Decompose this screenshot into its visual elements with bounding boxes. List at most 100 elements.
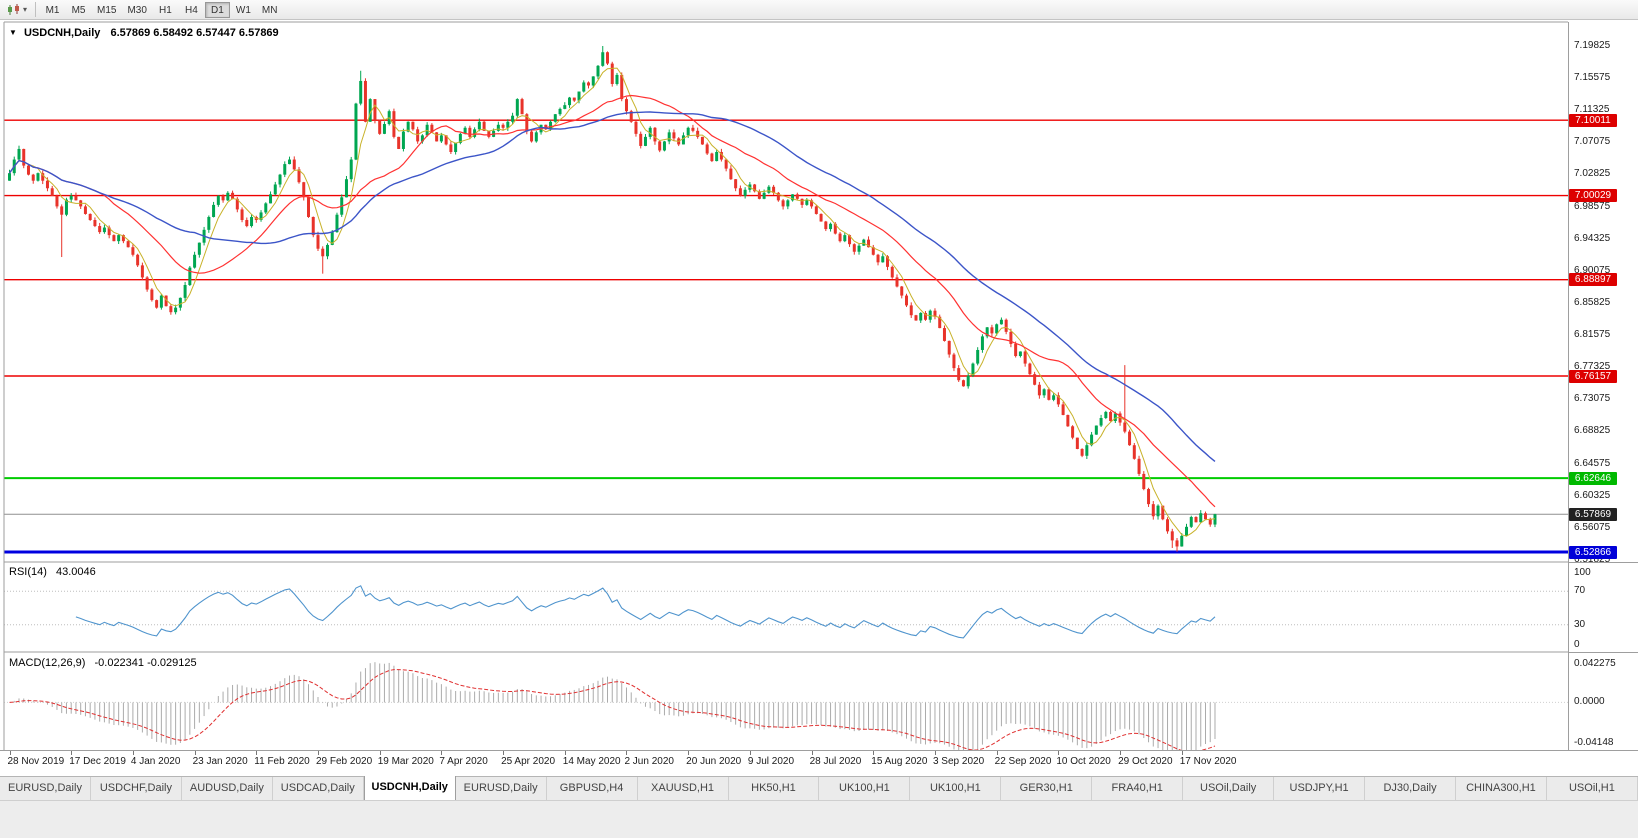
timeframe-button-d1[interactable]: D1 bbox=[204, 1, 230, 18]
time-axis-label: 17 Dec 2019 bbox=[69, 756, 126, 767]
rsi-pane-canvas[interactable] bbox=[4, 585, 1568, 639]
rsi-value: 43.0046 bbox=[55, 566, 96, 578]
tab-uk100-h1[interactable]: UK100,H1 bbox=[910, 777, 1002, 800]
price-level-tag: 6.62646 bbox=[1569, 471, 1617, 485]
time-axis-label: 11 Feb 2020 bbox=[254, 756, 310, 767]
tab-usoil-h1[interactable]: USOil,H1 bbox=[1547, 777, 1638, 800]
tab-usdchf-daily[interactable]: USDCHF,Daily bbox=[91, 777, 182, 800]
tab-fra40-h1[interactable]: FRA40,H1 bbox=[1092, 777, 1184, 800]
chart-ohlc: 6.57869 6.58492 6.57447 6.57869 bbox=[110, 27, 279, 39]
price-axis-label: 6.56075 bbox=[1574, 521, 1611, 533]
price-axis-label: 6.51825 bbox=[1574, 553, 1611, 565]
chart-header: ▼ USDCNH,Daily 6.57869 6.58492 6.57447 6… bbox=[9, 27, 279, 39]
tab-usdcad-daily[interactable]: USDCAD,Daily bbox=[273, 777, 364, 800]
rsi-axis-label: 70 bbox=[1574, 585, 1586, 597]
price-axis-label: 6.60325 bbox=[1574, 489, 1611, 501]
time-axis-label: 29 Feb 2020 bbox=[315, 756, 373, 767]
price-axis-label: 7.15575 bbox=[1574, 72, 1611, 84]
time-axis-tick bbox=[503, 751, 505, 755]
price-axis-label: 6.64575 bbox=[1574, 457, 1611, 469]
time-axis-tick bbox=[71, 751, 73, 755]
price-axis-label: 7.11325 bbox=[1574, 104, 1610, 116]
chart-collapse-icon[interactable]: ▼ bbox=[9, 28, 17, 37]
toolbar-dropdown-caret: ▾ bbox=[23, 5, 28, 14]
time-axis[interactable]: 28 Nov 2019 17 Dec 2019 4 Jan 2020 23 Jan 2… bbox=[0, 750, 1638, 776]
macd-axis-label: 0.042275 bbox=[1574, 658, 1616, 669]
tab-xauusd-h1[interactable]: XAUUSD,H1 bbox=[638, 777, 729, 800]
time-axis-label: 9 Jul 2020 bbox=[747, 756, 795, 767]
time-axis-label: 15 Aug 2020 bbox=[871, 756, 928, 767]
time-axis-label: 14 May 2020 bbox=[562, 756, 621, 767]
time-axis-tick bbox=[379, 751, 381, 755]
time-axis-label: 17 Nov 2020 bbox=[1179, 756, 1237, 767]
timeframe-button-w1[interactable]: W1 bbox=[235, 4, 251, 16]
horizontal-level-lines[interactable] bbox=[4, 119, 1568, 554]
macd-axis-label: -0.04148 bbox=[1574, 737, 1614, 748]
price-axis-label: 6.85825 bbox=[1574, 296, 1611, 308]
top-toolbar: ▾ M1 M5 M15 M30 H1 H4 D1 W1 MN bbox=[0, 0, 1638, 20]
timeframe-button-m15[interactable]: M15 bbox=[97, 4, 117, 16]
timeframe-button-mn[interactable]: MN bbox=[261, 4, 278, 16]
price-axis-label: 6.90075 bbox=[1574, 264, 1611, 276]
tab-audusd-daily[interactable]: AUDUSD,Daily bbox=[182, 777, 273, 800]
price-axis-label: 7.07075 bbox=[1574, 136, 1611, 148]
time-axis-tick bbox=[1120, 751, 1122, 755]
price-level-tag: 6.76157 bbox=[1569, 369, 1617, 383]
time-axis-tick bbox=[9, 751, 11, 755]
price-level-tag: 6.88897 bbox=[1569, 273, 1617, 287]
tab-gbpusd-h4[interactable]: GBPUSD,H4 bbox=[547, 777, 638, 800]
macd-header: MACD(12,26,9) -0.022341 -0.029125 bbox=[9, 657, 197, 669]
time-axis-tick bbox=[1058, 751, 1060, 755]
time-axis-label: 7 Apr 2020 bbox=[439, 756, 488, 767]
time-axis-label: 23 Jan 2020 bbox=[192, 756, 248, 767]
timeframe-toolbar-buttons: M1 M5 M15 M30 H1 H4 D1 W1 MN bbox=[40, 1, 282, 18]
rsi-header: RSI(14) 43.0046 bbox=[9, 566, 96, 578]
timeframe-button-m30[interactable]: M30 bbox=[127, 4, 147, 16]
price-axis-label: 6.81575 bbox=[1574, 329, 1611, 341]
symbol-tab-bar: EURUSD,Daily USDCHF,Daily AUDUSD,Daily USDC… bbox=[0, 776, 1638, 800]
price-level-tag: 7.10011 bbox=[1569, 113, 1617, 127]
time-axis-tick bbox=[749, 751, 751, 755]
timeframe-button-h4[interactable]: H4 bbox=[185, 4, 198, 16]
rsi-axis-label: 30 bbox=[1574, 618, 1586, 630]
timeframe-button-m5[interactable]: M5 bbox=[71, 4, 86, 16]
tab-eurusd-daily[interactable]: EURUSD,Daily bbox=[456, 777, 547, 800]
time-axis-tick bbox=[688, 751, 690, 755]
time-axis-tick bbox=[626, 751, 628, 755]
macd-title: MACD(12,26,9) bbox=[9, 657, 86, 669]
macd-pane-canvas[interactable] bbox=[4, 662, 1568, 758]
time-axis-tick bbox=[934, 751, 936, 755]
candlesticks[interactable] bbox=[8, 46, 1217, 552]
time-axis-label: 22 Sep 2020 bbox=[994, 756, 1052, 767]
price-axis[interactable]: 7.19825 7.15575 7.11325 7.07075 7.02825 6.985… bbox=[1568, 22, 1638, 750]
price-axis-label: 7.19825 bbox=[1574, 40, 1611, 51]
tab-usoil-daily[interactable]: USOil,Daily bbox=[1183, 777, 1275, 800]
axis-separator bbox=[1569, 652, 1638, 653]
tab-china300-h1[interactable]: CHINA300,H1 bbox=[1456, 777, 1547, 800]
tab-uk100-h1[interactable]: UK100,H1 bbox=[819, 777, 911, 800]
tab-usdjpy-h1[interactable]: USDJPY,H1 bbox=[1274, 777, 1366, 800]
price-axis-label: 6.98575 bbox=[1574, 200, 1611, 212]
time-axis-tick bbox=[564, 751, 566, 755]
price-axis-label: 6.77325 bbox=[1574, 361, 1611, 373]
macd-values: -0.022341 -0.029125 bbox=[94, 657, 197, 669]
rsi-axis-label: 100 bbox=[1574, 567, 1591, 578]
timeframe-button-m1[interactable]: M1 bbox=[45, 4, 60, 16]
tab-eurusd-daily[interactable]: EURUSD,Daily bbox=[0, 777, 91, 800]
timeframe-button-h1[interactable]: H1 bbox=[159, 4, 172, 16]
time-axis-tick bbox=[256, 751, 258, 755]
time-axis-tick bbox=[441, 751, 443, 755]
tab-dj30-daily[interactable]: DJ30,Daily bbox=[1365, 777, 1456, 800]
price-axis-label: 6.73075 bbox=[1574, 393, 1611, 405]
price-level-tag: 6.52866 bbox=[1569, 545, 1617, 559]
tab-hk50-h1[interactable]: HK50,H1 bbox=[729, 777, 820, 800]
bottom-status-strip bbox=[0, 800, 1638, 838]
tab-usdcnh-daily[interactable]: USDCNH,Daily bbox=[363, 776, 456, 800]
time-axis-tick bbox=[873, 751, 875, 755]
moving-average-lines bbox=[8, 67, 1216, 537]
toolbar-charts-icon[interactable]: ▾ bbox=[3, 1, 31, 18]
price-axis-label: 6.94325 bbox=[1574, 232, 1611, 244]
price-level-tag: 7.00029 bbox=[1569, 189, 1617, 203]
tab-ger30-h1[interactable]: GER30,H1 bbox=[1001, 777, 1093, 800]
